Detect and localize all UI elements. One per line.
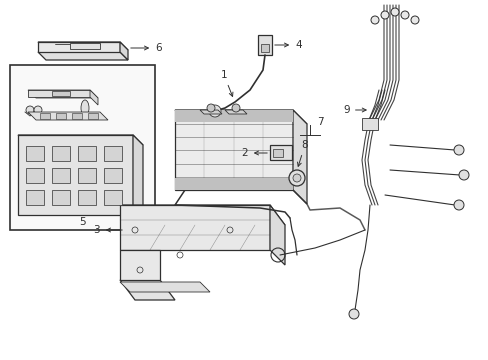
Circle shape — [348, 309, 358, 319]
Bar — [78, 168, 96, 183]
Polygon shape — [224, 110, 246, 114]
Bar — [26, 168, 44, 183]
Circle shape — [34, 106, 42, 114]
Bar — [40, 113, 50, 119]
Bar — [78, 190, 96, 205]
Polygon shape — [175, 110, 292, 190]
Text: 3: 3 — [93, 225, 122, 235]
Polygon shape — [120, 205, 285, 225]
Text: 9: 9 — [343, 105, 366, 115]
Text: 2: 2 — [241, 148, 266, 158]
Bar — [88, 113, 98, 119]
Text: 7: 7 — [316, 117, 323, 127]
Circle shape — [453, 145, 463, 155]
Bar — [272, 149, 283, 157]
Bar — [52, 146, 70, 161]
Circle shape — [292, 174, 301, 182]
Bar — [10, 65, 155, 230]
Bar — [26, 190, 44, 205]
Circle shape — [231, 104, 240, 112]
Circle shape — [380, 11, 388, 19]
Bar — [78, 146, 96, 161]
Circle shape — [453, 200, 463, 210]
Bar — [70, 43, 100, 49]
Circle shape — [208, 105, 221, 117]
Polygon shape — [18, 135, 133, 215]
Polygon shape — [200, 110, 222, 114]
Circle shape — [370, 16, 378, 24]
Ellipse shape — [81, 100, 89, 116]
Bar — [104, 146, 122, 161]
Polygon shape — [120, 280, 175, 300]
Text: 1: 1 — [220, 70, 232, 96]
Polygon shape — [120, 282, 209, 292]
Polygon shape — [133, 135, 142, 225]
Polygon shape — [120, 205, 269, 250]
Polygon shape — [28, 90, 90, 97]
Polygon shape — [292, 110, 306, 204]
Circle shape — [206, 104, 215, 112]
Polygon shape — [38, 42, 128, 50]
Bar — [52, 91, 70, 96]
Bar — [56, 113, 66, 119]
Circle shape — [458, 170, 468, 180]
Bar — [26, 146, 44, 161]
Circle shape — [288, 170, 305, 186]
Bar — [361, 118, 377, 130]
Polygon shape — [18, 135, 142, 145]
Bar — [104, 190, 122, 205]
Polygon shape — [90, 90, 98, 105]
Polygon shape — [28, 112, 108, 120]
Text: 6: 6 — [130, 43, 162, 53]
Bar — [52, 168, 70, 183]
Polygon shape — [28, 90, 98, 98]
Bar — [52, 190, 70, 205]
Circle shape — [26, 106, 34, 114]
Circle shape — [400, 11, 408, 19]
Polygon shape — [269, 205, 285, 265]
Polygon shape — [120, 42, 128, 60]
Bar — [175, 178, 292, 190]
Circle shape — [390, 8, 398, 16]
Text: 8: 8 — [297, 140, 307, 166]
Bar — [258, 35, 271, 55]
Polygon shape — [38, 52, 128, 60]
Bar — [175, 110, 292, 122]
Polygon shape — [175, 110, 306, 124]
Bar — [261, 44, 268, 52]
Bar — [269, 145, 291, 160]
Text: 5: 5 — [79, 217, 85, 227]
Polygon shape — [38, 42, 120, 52]
Text: 4: 4 — [274, 40, 301, 50]
Bar — [72, 113, 82, 119]
Polygon shape — [120, 250, 160, 280]
Circle shape — [410, 16, 418, 24]
Bar — [104, 168, 122, 183]
